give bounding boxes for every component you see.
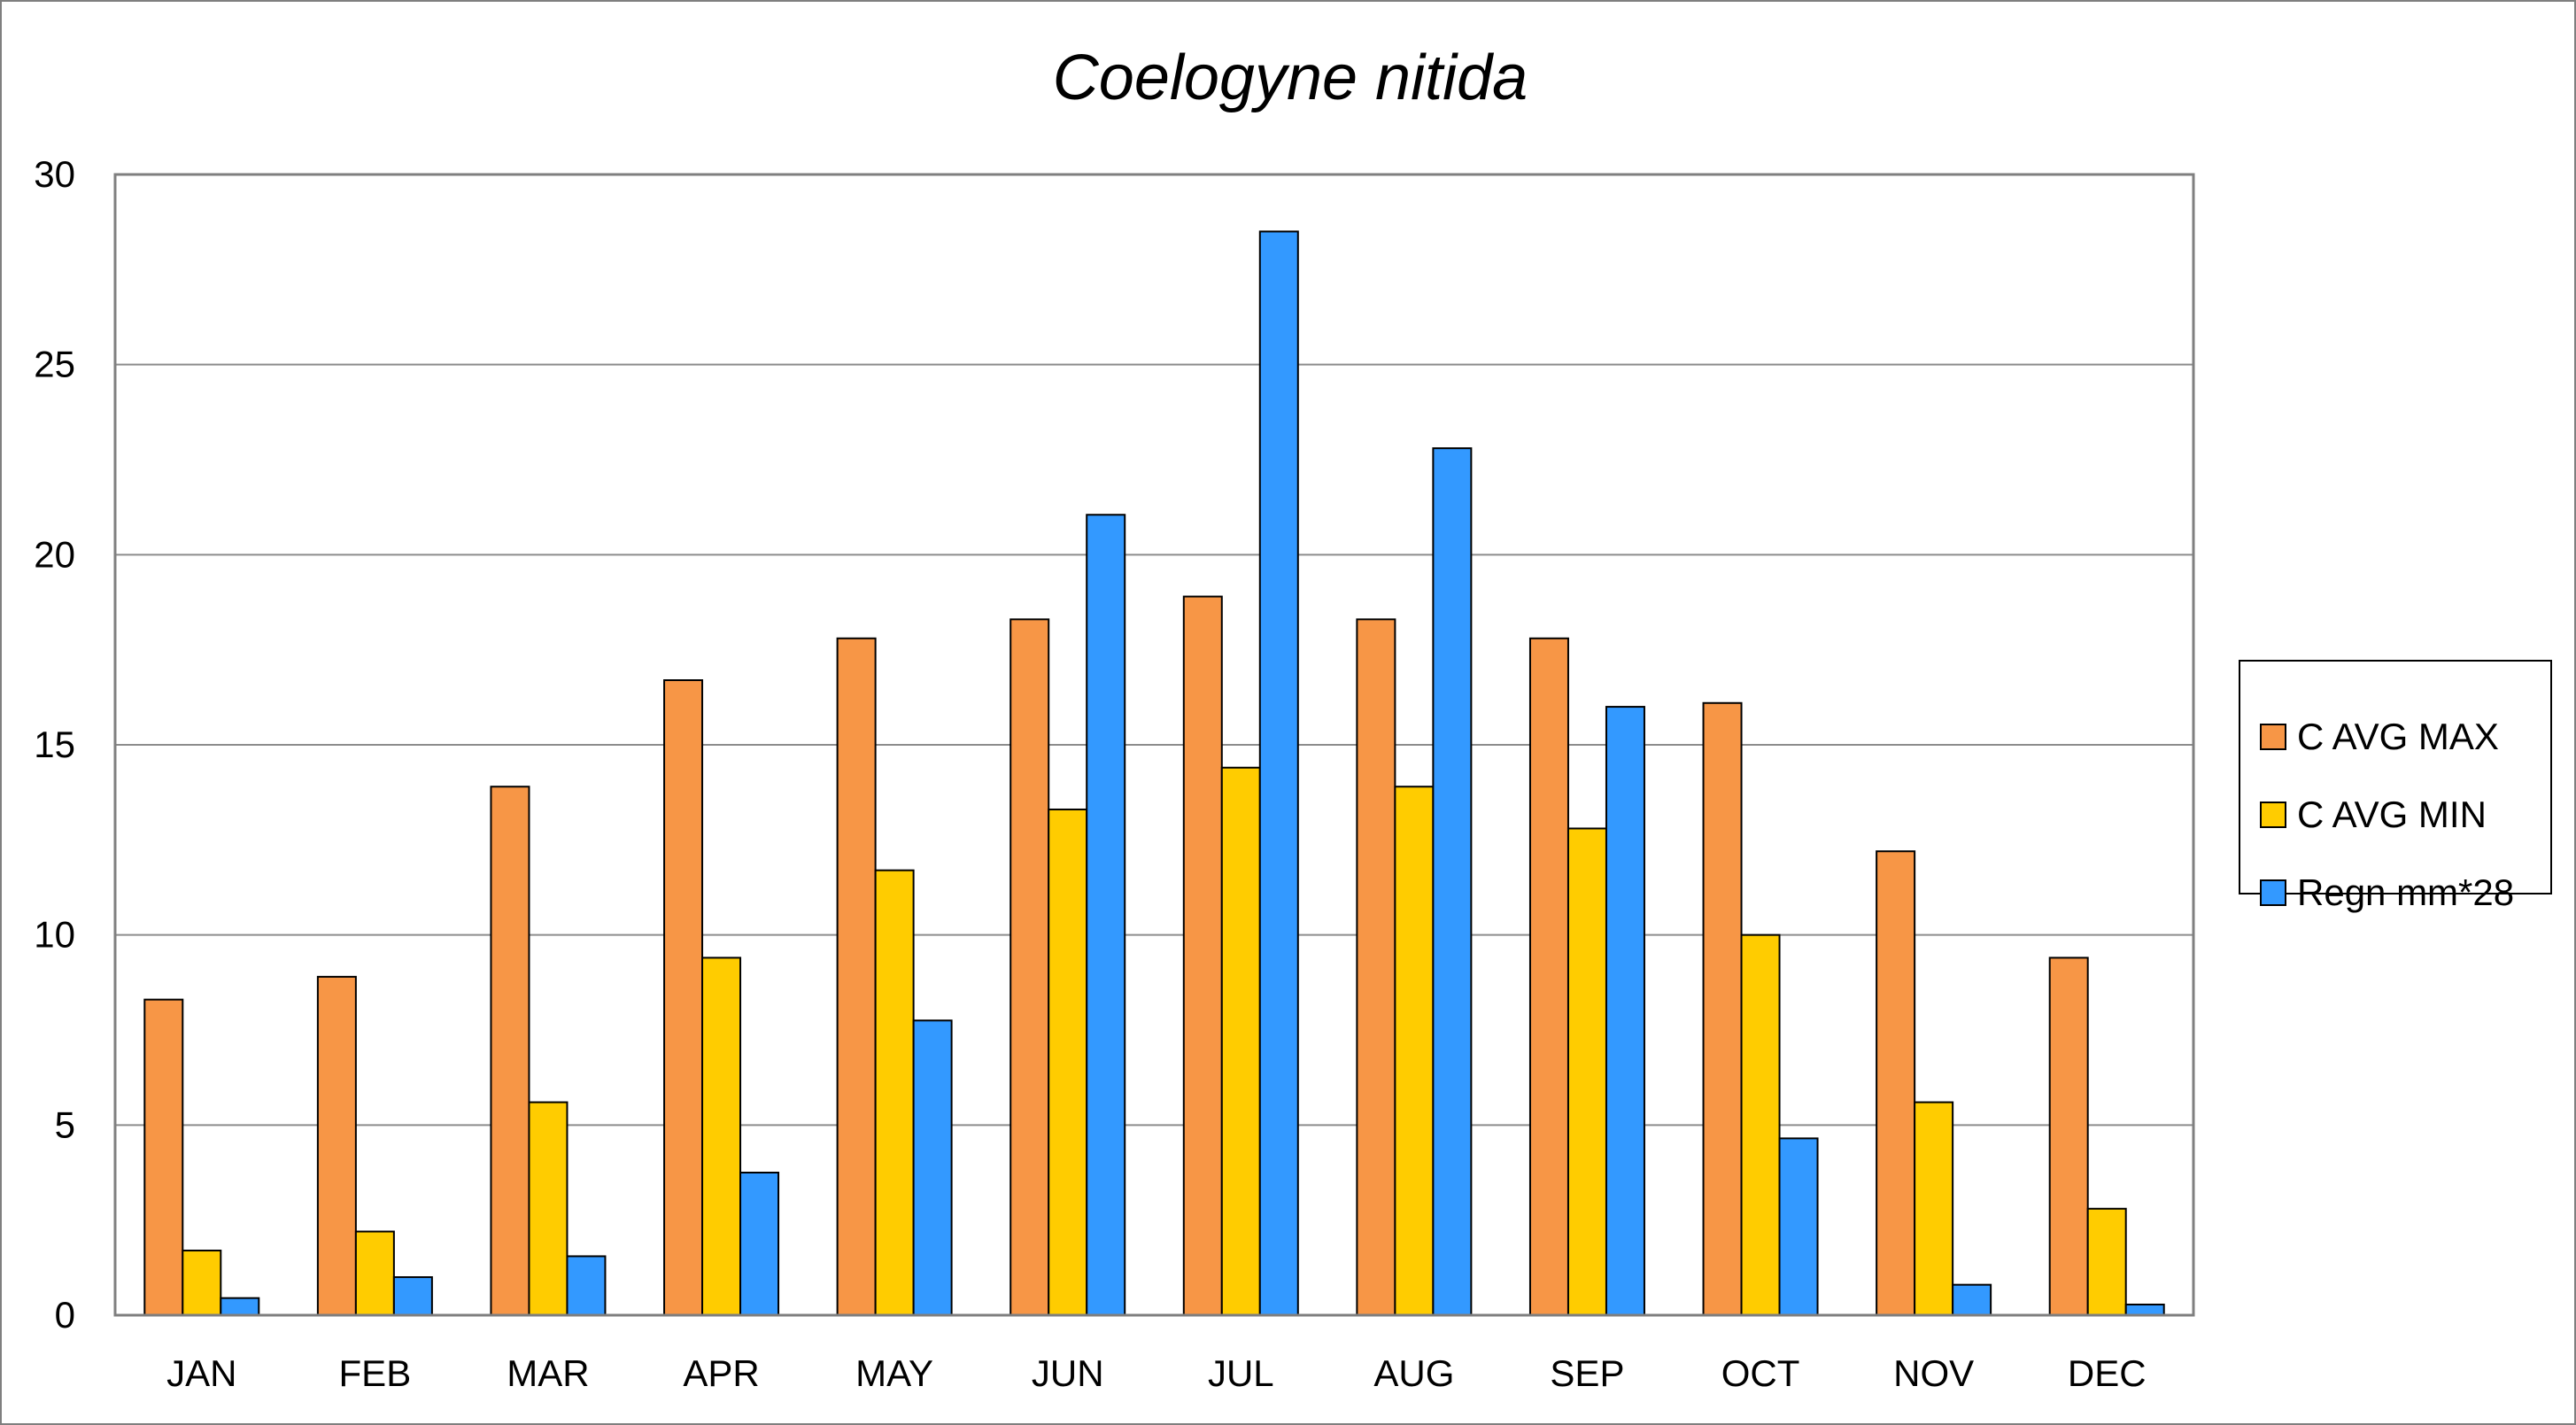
- bar-c-avg-max-jan: [143, 998, 184, 1316]
- bar-c-avg-min-apr: [701, 956, 742, 1316]
- legend-label: C AVG MIN: [2297, 794, 2487, 835]
- bar-c-avg-max-nov: [1876, 850, 1916, 1316]
- bar-c-avg-max-feb: [316, 975, 357, 1316]
- bar-c-avg-max-mar: [490, 786, 530, 1316]
- bar-regn-mm-28-jun: [1086, 514, 1126, 1316]
- x-tick-label: JAN: [166, 1352, 236, 1394]
- plot-border: [113, 173, 2195, 1317]
- bar-c-avg-min-nov: [1914, 1101, 1954, 1317]
- legend-swatch: [2260, 724, 2286, 750]
- legend-label: Regn mm*28: [2297, 871, 2514, 913]
- bar-regn-mm-28-oct: [1778, 1137, 1819, 1316]
- bar-c-avg-min-oct: [1740, 933, 1781, 1316]
- y-tick-label: 20: [34, 533, 75, 575]
- bar-regn-mm-28-mar: [566, 1255, 607, 1317]
- x-tick-label: JUL: [1208, 1352, 1274, 1394]
- bar-c-avg-min-feb: [354, 1230, 395, 1316]
- bar-c-avg-max-aug: [1356, 618, 1396, 1316]
- legend-box: [2239, 660, 2552, 894]
- bar-c-avg-min-dec: [2086, 1207, 2127, 1316]
- x-tick-label: NOV: [1893, 1352, 1974, 1394]
- bar-c-avg-max-oct: [1702, 701, 1743, 1316]
- bar-c-avg-max-sep: [1528, 637, 1569, 1316]
- y-tick-label: 15: [34, 724, 75, 765]
- bar-c-avg-min-mar: [528, 1101, 569, 1317]
- x-tick-label: APR: [683, 1352, 759, 1394]
- bar-regn-mm-28-jan: [220, 1297, 260, 1317]
- bar-regn-mm-28-may: [912, 1019, 953, 1317]
- bars: [143, 230, 2165, 1317]
- y-tick-label: 0: [55, 1294, 75, 1336]
- legend: C AVG MAX C AVG MIN Regn mm*28: [2239, 660, 2552, 913]
- x-tick-label: AUG: [1373, 1352, 1454, 1394]
- bar-regn-mm-28-dec: [2124, 1303, 2165, 1316]
- bar-regn-mm-28-sep: [1605, 706, 1645, 1316]
- x-tick-label: MAR: [507, 1352, 589, 1394]
- x-tick-label: DEC: [2068, 1352, 2147, 1394]
- x-tick-label: SEP: [1550, 1352, 1624, 1394]
- bar-regn-mm-28-aug: [1432, 447, 1473, 1316]
- y-tick-label: 10: [34, 914, 75, 956]
- x-tick-label: OCT: [1721, 1352, 1800, 1394]
- bar-c-avg-max-dec: [2048, 956, 2089, 1316]
- bar-c-avg-min-may: [874, 869, 915, 1316]
- bar-c-avg-min-jan: [182, 1250, 222, 1316]
- y-tick-label: 5: [55, 1104, 75, 1145]
- bar-regn-mm-28-feb: [392, 1276, 433, 1316]
- bar-c-avg-max-jun: [1010, 618, 1050, 1316]
- gridlines: [115, 363, 2193, 1127]
- y-axis-ticks: 0 5 10 15 20 25 30: [34, 153, 75, 1336]
- bar-regn-mm-28-apr: [739, 1172, 780, 1316]
- bar-regn-mm-28-jul: [1258, 230, 1299, 1316]
- bar-c-avg-max-apr: [663, 679, 704, 1316]
- legend-swatch: [2260, 802, 2286, 828]
- bar-c-avg-min-sep: [1566, 827, 1607, 1316]
- bar-c-avg-max-jul: [1182, 595, 1223, 1316]
- x-tick-label: FEB: [339, 1352, 412, 1394]
- chart-title: Coelogyne nitida: [1053, 43, 1528, 113]
- x-tick-label: MAY: [855, 1352, 933, 1394]
- y-tick-label: 30: [34, 153, 75, 195]
- x-axis-ticks: JAN FEB MAR APR MAY JUN JUL AUG SEP OCT NOV DEC: [166, 1352, 2146, 1394]
- bar-c-avg-min-jul: [1220, 766, 1261, 1316]
- bar-c-avg-min-jun: [1048, 808, 1088, 1316]
- y-tick-label: 25: [34, 344, 75, 385]
- legend-label: C AVG MAX: [2297, 716, 2499, 757]
- legend-swatch: [2260, 879, 2286, 906]
- bar-c-avg-min-aug: [1394, 786, 1435, 1316]
- bar-c-avg-max-may: [836, 637, 877, 1316]
- x-tick-label: JUN: [1032, 1352, 1104, 1394]
- bar-regn-mm-28-nov: [1952, 1283, 1992, 1316]
